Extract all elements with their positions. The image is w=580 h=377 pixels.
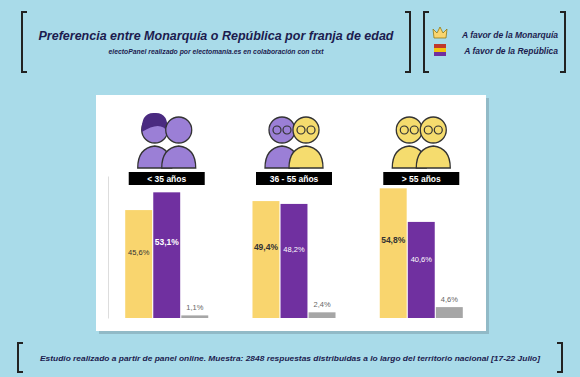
- glasses: [297, 126, 305, 134]
- person-body: [416, 146, 450, 168]
- category-box: [383, 172, 459, 185]
- bar: [181, 315, 208, 318]
- person-body: [289, 146, 323, 168]
- glasses: [410, 126, 418, 134]
- x-tick-label: < 35 años: [147, 174, 186, 184]
- data-labels: 45,6% 49,4% 54,8% 53,1% 48,2% 40,6% 1,1% 2,4% 4,…: [128, 235, 458, 313]
- x-tick-label: 36 - 55 años: [270, 174, 319, 184]
- legend-icon: [433, 27, 447, 38]
- category-box: [129, 172, 205, 185]
- data-label: 4,6%: [441, 295, 458, 304]
- category-box: [256, 172, 332, 185]
- person-head: [420, 117, 446, 143]
- person-icon: [289, 117, 323, 168]
- legend-label: A favor de la República: [463, 46, 558, 56]
- person-icon: [162, 117, 196, 168]
- legend-icon: [434, 52, 446, 56]
- glasses: [307, 126, 315, 134]
- bracket: [557, 343, 562, 372]
- data-label: 49,4%: [254, 242, 279, 252]
- legend: A favor de la Monarquía A favor de la Rep…: [433, 27, 558, 56]
- legend-icon: [434, 44, 446, 48]
- bar: [380, 188, 407, 318]
- y-axis-line: [108, 177, 109, 319]
- bar: [252, 201, 279, 318]
- bars: [125, 188, 463, 318]
- data-label: 48,2%: [283, 245, 305, 254]
- bracket: [22, 12, 27, 72]
- data-label: 1,1%: [186, 303, 203, 312]
- chart: Preferencia entre Monarquía o República …: [0, 0, 580, 377]
- glasses: [400, 126, 408, 134]
- data-label: 40,6%: [411, 255, 433, 264]
- person-icon: [416, 117, 450, 168]
- person-head: [396, 117, 422, 143]
- bar: [436, 307, 463, 318]
- glasses: [273, 126, 281, 134]
- x-tick-label: > 55 años: [402, 174, 441, 184]
- bracket: [424, 12, 429, 72]
- panel: [96, 95, 486, 331]
- data-label: 45,6%: [128, 248, 150, 257]
- data-label: 2,4%: [313, 300, 330, 309]
- legend-icon: [434, 44, 446, 56]
- bar: [125, 210, 152, 318]
- glasses: [434, 126, 442, 134]
- bracket: [405, 12, 410, 72]
- person-head: [293, 117, 319, 143]
- bracket: [18, 343, 23, 372]
- glasses: [424, 126, 432, 134]
- bar: [153, 192, 180, 318]
- legend-icon: [434, 48, 446, 52]
- legend-icon: [433, 27, 447, 38]
- background: [0, 0, 580, 377]
- title: Preferencia entre Monarquía o República …: [39, 28, 395, 43]
- bar: [408, 222, 435, 318]
- y-axis: [108, 177, 109, 319]
- bar: [309, 312, 336, 318]
- footnote: Estudio realizado a partir de panel onli…: [40, 354, 540, 363]
- person-head: [269, 117, 295, 143]
- glasses: [283, 126, 291, 134]
- subtitle: electoPanel realizado por electomania.es…: [109, 48, 325, 56]
- data-label: 53,1%: [155, 237, 180, 247]
- legend-label: A favor de la Monarquía: [461, 30, 558, 40]
- person-hair: [142, 113, 168, 132]
- bar: [281, 204, 308, 318]
- bracket: [560, 12, 565, 72]
- person-head: [166, 117, 192, 143]
- data-label: 54,8%: [381, 235, 406, 245]
- person-body: [162, 146, 196, 168]
